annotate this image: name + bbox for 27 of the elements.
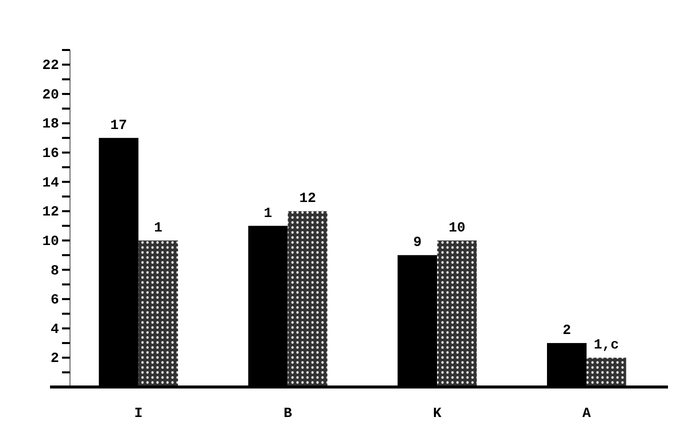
y-tick-label: 6 — [50, 292, 59, 309]
annotation: 1,c — [594, 338, 619, 354]
x-tick-label: B — [284, 406, 293, 422]
annotation: 1 — [264, 206, 272, 222]
y-tick-label: 20 — [42, 87, 59, 104]
bar — [288, 211, 328, 387]
y-tick-label: 14 — [42, 175, 59, 192]
y-tick-label: 4 — [50, 322, 59, 338]
y-tick-label: 18 — [42, 116, 59, 133]
annotation: 9 — [413, 235, 422, 252]
y-tick-label: 16 — [42, 146, 59, 162]
y-tick-label: 2 — [50, 351, 59, 368]
x-tick-label: A — [582, 406, 592, 422]
y-tick-label: 10 — [42, 234, 59, 250]
annotation: 10 — [448, 220, 466, 236]
bar — [138, 240, 178, 387]
annotation: 2 — [562, 323, 571, 340]
x-tick-label: K — [432, 406, 442, 422]
bar — [437, 240, 477, 387]
bar — [586, 358, 626, 387]
annotation: 12 — [299, 191, 316, 208]
annotation: 17 — [110, 118, 128, 134]
y-tick-label: 12 — [42, 204, 59, 221]
y-tick-label: 22 — [42, 58, 59, 74]
x-tick-label: I — [134, 406, 143, 422]
y-tick-label: 8 — [50, 263, 59, 280]
annotation: 1 — [154, 220, 162, 236]
